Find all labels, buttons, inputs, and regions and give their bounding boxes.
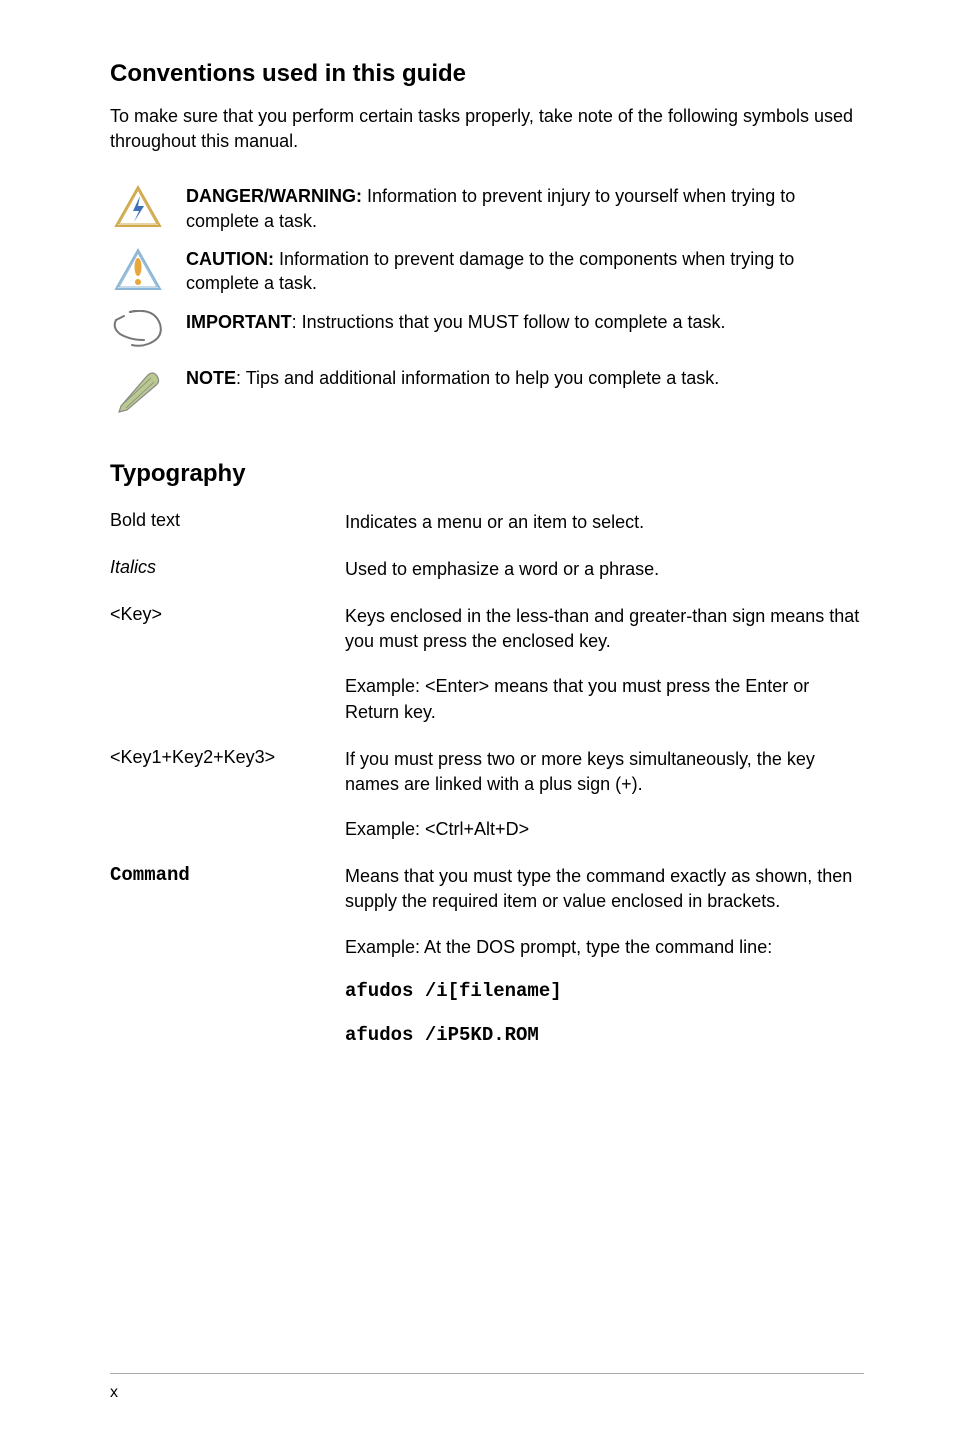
typo-desc-1: If you must press two or more keys simul… — [345, 747, 864, 797]
typo-desc-2: Example: At the DOS prompt, type the com… — [345, 935, 864, 960]
typo-code-1: afudos /i[filename] — [345, 978, 864, 1005]
callout-important: IMPORTANT: Instructions that you MUST fo… — [110, 310, 864, 352]
typo-row-command: Command Means that you must type the com… — [110, 864, 864, 1049]
typo-label: <Key> — [110, 604, 345, 625]
danger-icon — [110, 184, 166, 230]
callout-danger: DANGER/WARNING: Information to prevent i… — [110, 184, 864, 233]
typography-table: Bold text Indicates a menu or an item to… — [110, 510, 864, 1049]
callout-body: Information to prevent damage to the com… — [186, 249, 794, 293]
typo-desc-1: Means that you must type the command exa… — [345, 864, 864, 914]
callout-caution: CAUTION: Information to prevent damage t… — [110, 247, 864, 296]
page-number: x — [110, 1384, 118, 1401]
callout-label: NOTE — [186, 368, 236, 388]
typo-row-key: <Key> Keys enclosed in the less-than and… — [110, 604, 864, 725]
typo-label: <Key1+Key2+Key3> — [110, 747, 345, 768]
typography-heading: Typography — [110, 460, 864, 488]
callout-body: : Instructions that you MUST follow to c… — [292, 312, 726, 332]
page-footer: x — [110, 1373, 864, 1402]
typo-desc-1: Keys enclosed in the less-than and great… — [345, 604, 864, 654]
typo-desc: Used to emphasize a word or a phrase. — [345, 557, 864, 582]
typo-row-bold: Bold text Indicates a menu or an item to… — [110, 510, 864, 535]
callout-label: IMPORTANT — [186, 312, 292, 332]
typo-row-italics: Italics Used to emphasize a word or a ph… — [110, 557, 864, 582]
callout-text: CAUTION: Information to prevent damage t… — [186, 247, 864, 296]
note-icon — [110, 366, 166, 414]
callout-body: : Tips and additional information to hel… — [236, 368, 719, 388]
typo-desc: Keys enclosed in the less-than and great… — [345, 604, 864, 725]
page-heading: Conventions used in this guide — [110, 60, 864, 88]
intro-paragraph: To make sure that you perform certain ta… — [110, 104, 864, 154]
callout-label: DANGER/WARNING: — [186, 186, 362, 206]
typo-code-2: afudos /iP5KD.ROM — [345, 1022, 864, 1049]
typo-desc: Means that you must type the command exa… — [345, 864, 864, 1049]
typo-desc: Indicates a menu or an item to select. — [345, 510, 864, 535]
callout-text: IMPORTANT: Instructions that you MUST fo… — [186, 310, 864, 334]
callout-text: NOTE: Tips and additional information to… — [186, 366, 864, 390]
caution-icon — [110, 247, 166, 293]
callout-text: DANGER/WARNING: Information to prevent i… — [186, 184, 864, 233]
callout-label: CAUTION: — [186, 249, 274, 269]
important-icon — [110, 310, 166, 352]
typo-label: Command — [110, 864, 345, 886]
typo-label: Italics — [110, 557, 345, 578]
typo-label: Bold text — [110, 510, 345, 531]
typo-desc-2: Example: <Ctrl+Alt+D> — [345, 817, 864, 842]
typo-desc: If you must press two or more keys simul… — [345, 747, 864, 843]
typo-desc-2: Example: <Enter> means that you must pre… — [345, 674, 864, 724]
callout-note: NOTE: Tips and additional information to… — [110, 366, 864, 414]
typo-row-keycombo: <Key1+Key2+Key3> If you must press two o… — [110, 747, 864, 843]
